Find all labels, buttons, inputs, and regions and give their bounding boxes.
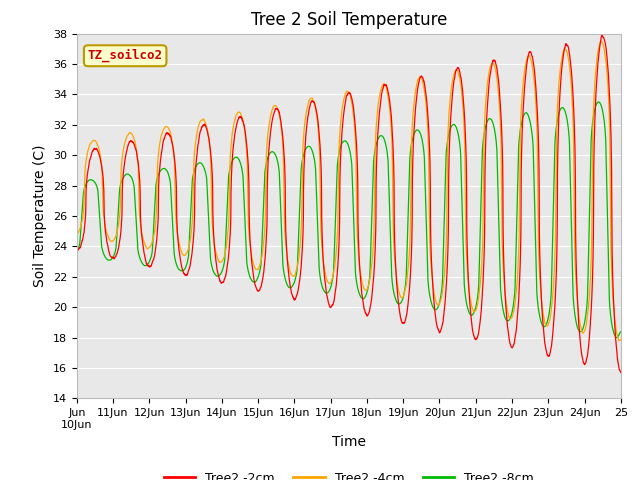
Tree2 -8cm	[305, 144, 313, 149]
Tree2 -8cm	[607, 309, 614, 315]
Tree2 -4cm	[135, 188, 143, 193]
Line: Tree2 -8cm: Tree2 -8cm	[77, 102, 621, 337]
Tree2 -2cm	[548, 343, 556, 349]
Tree2 -4cm	[598, 38, 605, 44]
Tree2 -8cm	[282, 276, 289, 282]
Tree2 -4cm	[607, 184, 614, 190]
Tree2 -2cm	[607, 109, 614, 115]
Y-axis label: Soil Temperature (C): Soil Temperature (C)	[33, 145, 47, 287]
Tree2 -8cm	[548, 281, 556, 287]
Line: Tree2 -4cm: Tree2 -4cm	[77, 41, 621, 341]
Tree2 -2cm	[135, 167, 143, 172]
Tree2 -2cm	[167, 136, 175, 142]
Tree2 -4cm	[548, 305, 556, 311]
Tree2 -8cm	[595, 99, 602, 105]
Title: Tree 2 Soil Temperature: Tree 2 Soil Temperature	[251, 11, 447, 29]
Tree2 -4cm	[282, 236, 289, 242]
Tree2 -8cm	[135, 252, 143, 257]
Tree2 -4cm	[616, 338, 623, 344]
Tree2 -2cm	[305, 108, 313, 113]
Tree2 -4cm	[73, 231, 81, 237]
Tree2 -8cm	[73, 248, 81, 253]
Tree2 -8cm	[612, 335, 620, 340]
X-axis label: Time: Time	[332, 435, 366, 449]
Tree2 -8cm	[167, 193, 175, 199]
Legend: Tree2 -2cm, Tree2 -4cm, Tree2 -8cm: Tree2 -2cm, Tree2 -4cm, Tree2 -8cm	[159, 467, 539, 480]
Tree2 -4cm	[617, 336, 625, 342]
Line: Tree2 -2cm: Tree2 -2cm	[77, 35, 621, 372]
Tree2 -2cm	[617, 370, 625, 375]
Tree2 -2cm	[598, 32, 606, 38]
Tree2 -4cm	[167, 133, 175, 139]
Tree2 -2cm	[73, 246, 81, 252]
Tree2 -4cm	[305, 98, 313, 104]
Tree2 -2cm	[282, 212, 289, 217]
Text: TZ_soilco2: TZ_soilco2	[88, 49, 163, 62]
Tree2 -8cm	[617, 329, 625, 335]
